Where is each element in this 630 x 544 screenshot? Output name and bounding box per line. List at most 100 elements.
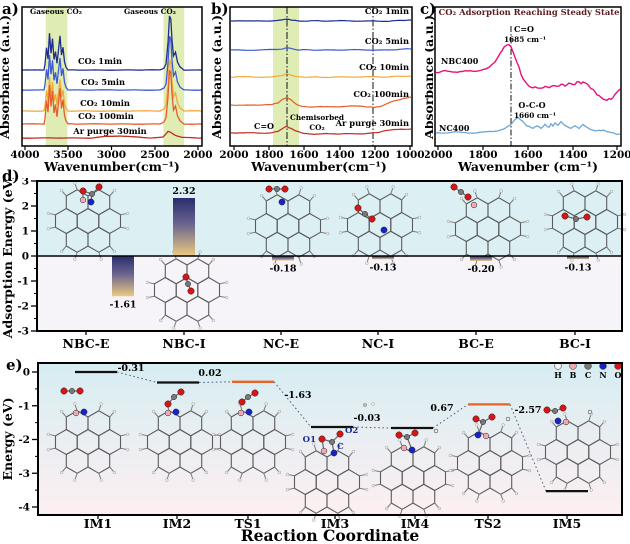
- plot-background: [38, 363, 622, 515]
- c-h-bond: [359, 487, 366, 490]
- hydrogen-atom: [277, 470, 282, 475]
- legend-label: C: [585, 370, 591, 380]
- x-tick-label: 1800: [254, 149, 283, 161]
- c-h-bond: [190, 405, 194, 411]
- free-atom: [371, 402, 375, 406]
- hydrogen-atom: [298, 510, 303, 515]
- legend-label: O: [615, 370, 622, 380]
- hydrogen-atom: [351, 449, 356, 454]
- hydrogen-atom: [125, 447, 130, 452]
- c-h-bond: [451, 455, 458, 458]
- x-tick-label: 1400: [558, 149, 587, 161]
- plot-border: [229, 6, 413, 147]
- c-h-bond: [464, 433, 469, 439]
- hydrogen-atom: [459, 196, 464, 201]
- atom-ball-o: [60, 387, 68, 395]
- hydrogen-atom: [596, 258, 600, 262]
- hydrogen-atom: [446, 234, 451, 239]
- hydrogen-atom: [112, 409, 117, 414]
- hydrogen-atom: [527, 453, 532, 458]
- atom-ball-o: [177, 388, 185, 396]
- atom-ball-h: [433, 428, 439, 434]
- hydrogen-atom: [448, 468, 453, 473]
- c-h-bond: [599, 476, 604, 482]
- hydrogen-atom: [73, 478, 77, 482]
- hydrogen-atom: [512, 196, 517, 201]
- hydrogen-atom: [224, 470, 229, 475]
- c-h-bond: [498, 260, 502, 266]
- c-h-bond: [148, 282, 155, 285]
- band-annotation: Gaseous CO₂: [30, 7, 82, 16]
- c-h-bond: [62, 412, 67, 418]
- hydrogen-atom: [461, 491, 466, 496]
- hydrogen-atom: [417, 230, 422, 235]
- plot-background: [435, 7, 621, 146]
- c-h-bond: [476, 426, 480, 432]
- energy-bar-nbc-e: [112, 256, 134, 297]
- hydrogen-atom: [138, 447, 143, 452]
- hydrogen-atom: [475, 423, 479, 427]
- hydrogen-atom: [59, 249, 64, 254]
- hydrogen-atom: [264, 402, 268, 406]
- series-curve-nc400: [436, 116, 621, 136]
- stage-label: TS1: [234, 516, 261, 531]
- panel-letter-e: e): [6, 356, 23, 374]
- c-h-bond: [522, 468, 529, 471]
- hydrogen-atom: [99, 257, 103, 261]
- hydrogen-atom: [290, 447, 295, 452]
- hydrogen-atom: [125, 226, 130, 231]
- hydrogen-atom: [198, 326, 202, 330]
- c-h-bond: [208, 260, 213, 266]
- legend-label: N: [599, 370, 606, 380]
- panel-a-ftir-spectra: Gaseous CO₂ Gaseous CO₂ CO₂ 1min CO₂ 5min CO…: [0, 6, 212, 174]
- c-h-bond: [462, 199, 467, 205]
- atom-ball-c: [573, 216, 579, 222]
- atom-ball-c: [480, 419, 486, 425]
- molecule-graphene-flake: [285, 442, 369, 522]
- bar-value-label: 2.32: [172, 186, 195, 197]
- hydrogen-atom: [527, 468, 532, 473]
- annotation-co: C=O: [254, 121, 274, 131]
- peak-wavenumber: 1685 cm⁻¹: [504, 35, 546, 44]
- c-h-bond: [559, 192, 564, 198]
- c-h-bond: [606, 192, 611, 198]
- c-h-bond: [173, 321, 177, 327]
- c-h-bond: [412, 230, 419, 233]
- atom-ball-o: [450, 183, 458, 191]
- hydrogen-atom: [191, 478, 195, 482]
- legend-label: H: [554, 370, 562, 380]
- hydrogen-atom: [145, 280, 150, 285]
- atom-ball-o: [411, 429, 419, 437]
- atom-ball-c: [362, 211, 368, 217]
- atom-ball-b: [482, 432, 490, 440]
- x-tick-label: 1200: [602, 149, 630, 161]
- hydrogen-atom: [325, 216, 330, 221]
- c-h-bond: [509, 199, 514, 205]
- hydrogen-atom: [298, 449, 303, 454]
- hydrogen-atom: [145, 295, 150, 300]
- series-label: NBC400: [441, 56, 479, 66]
- atom-ball-o: [464, 193, 472, 201]
- hydrogen-atom: [384, 445, 389, 450]
- hydrogen-atom: [622, 212, 627, 217]
- c-h-bond: [120, 213, 127, 216]
- atom-ball-n: [408, 446, 416, 454]
- atom-ball-n: [172, 408, 180, 416]
- bar-value-label: -0.18: [269, 264, 296, 275]
- c-plot-title: CO₂ Adsorption Reaching Steady State: [439, 7, 620, 17]
- c-h-bond: [599, 422, 604, 428]
- atom-ball-b: [164, 409, 172, 417]
- x-tick-label: 1600: [513, 149, 542, 161]
- c-h-bond: [62, 245, 67, 251]
- level-connector: [116, 371, 158, 383]
- x-tick-label: 1000: [395, 149, 424, 161]
- series-curve-co-10min: [231, 73, 412, 79]
- x-tick-label: 1400: [325, 149, 354, 161]
- hydrogen-atom: [151, 409, 156, 414]
- series-label: Ar purge 30min: [72, 126, 146, 136]
- c-h-bond: [522, 455, 529, 458]
- hydrogen-atom: [609, 250, 614, 255]
- c-h-bond: [214, 447, 221, 450]
- molecule-graphene-flake: [145, 250, 229, 330]
- molecule-graphene-flake: [46, 402, 130, 482]
